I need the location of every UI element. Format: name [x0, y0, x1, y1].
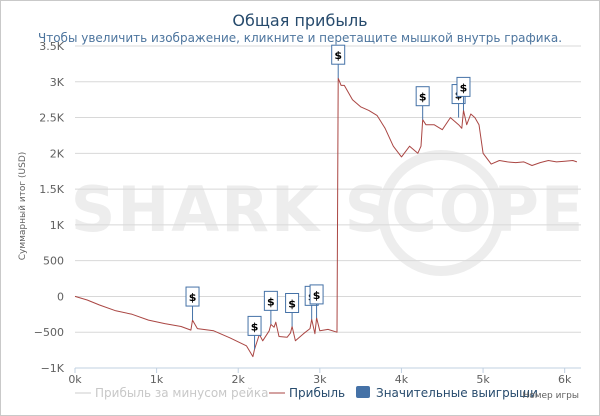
- legend-item[interactable]: Значительные выигрыши: [356, 386, 538, 400]
- x-tick-label: 6k: [558, 373, 572, 386]
- y-axis: −1K −500 0 500 1K 1.5K 2K 2.5K 3K 3.5K: [34, 40, 65, 375]
- win-flag-label: $: [189, 291, 197, 304]
- x-tick-label: 2k: [232, 373, 246, 386]
- win-flag[interactable]: $: [309, 284, 324, 318]
- legend-item[interactable]: Прибыль за минусом рейка: [75, 386, 268, 400]
- win-flag-box: [309, 284, 324, 305]
- series-area: [74, 77, 578, 358]
- y-tick-label: −500: [34, 326, 64, 339]
- y-tick-label: 2K: [50, 147, 65, 160]
- legend-item[interactable]: Прибыль: [269, 386, 345, 400]
- x-tick-label: 4k: [395, 373, 409, 386]
- x-axis-title: Номер игры: [522, 391, 579, 401]
- series-line-profit: [74, 77, 578, 358]
- win-flag[interactable]: $: [331, 44, 346, 79]
- x-tick-label: 1k: [150, 373, 164, 386]
- win-flag[interactable]: $: [415, 86, 430, 120]
- y-axis-title: Суммарный итог (USD): [18, 152, 28, 261]
- legend-label: Прибыль: [289, 386, 345, 400]
- win-flag-label: $: [313, 289, 321, 302]
- y-tick-label: 3K: [50, 76, 65, 89]
- legend-swatch: [356, 386, 370, 398]
- y-tick-label: −1K: [41, 362, 65, 375]
- win-flag-box: [185, 286, 200, 307]
- chart-title: Общая прибыль: [232, 11, 367, 30]
- significant-wins[interactable]: $$$$$$$$$$: [185, 44, 471, 350]
- win-flag[interactable]: $: [456, 76, 471, 111]
- watermark-text: SHARK SCOPE: [71, 173, 586, 246]
- win-flag-box: [285, 292, 300, 313]
- watermark: SHARK SCOPE: [71, 150, 586, 276]
- win-flag-label: $: [334, 49, 342, 62]
- x-tick-label: 3k: [313, 373, 327, 386]
- win-flag-box: [263, 290, 278, 311]
- win-flag-label: $: [288, 297, 296, 310]
- x-tick-label: 0k: [68, 373, 82, 386]
- y-tick-label: 500: [43, 255, 64, 268]
- y-tick-label: 1.5K: [39, 183, 64, 196]
- win-flag-box: [456, 76, 471, 97]
- chart-subtitle: Чтобы увеличить изображение, кликните и …: [38, 31, 562, 45]
- win-flag[interactable]: $: [185, 286, 200, 321]
- y-tick-label: 1K: [50, 219, 65, 232]
- win-flag-box: [331, 44, 346, 65]
- win-flag-label: $: [419, 91, 427, 104]
- y-tick-label: 2.5K: [39, 112, 64, 125]
- legend-label: Прибыль за минусом рейка: [95, 386, 268, 400]
- win-flag[interactable]: $: [247, 315, 262, 350]
- x-tick-label: 5k: [476, 373, 490, 386]
- win-flag-box: [415, 86, 430, 107]
- legend-label: Значительные выигрыши: [376, 386, 538, 400]
- legend[interactable]: Прибыль за минусом рейка Прибыль Значитель…: [75, 386, 538, 400]
- win-flag[interactable]: $: [263, 290, 278, 325]
- win-flag-label: $: [267, 295, 275, 308]
- y-tick-label: 3.5K: [39, 40, 64, 53]
- win-flag-label: $: [251, 320, 259, 333]
- win-flag-box: [247, 315, 262, 336]
- y-tick-label: 0: [57, 290, 64, 303]
- win-flag[interactable]: $: [285, 292, 300, 327]
- win-flag-label: $: [460, 81, 468, 94]
- watermark-ring: [378, 150, 504, 276]
- x-axis: 0k 1k 2k 3k 4k 5k 6k: [68, 367, 581, 386]
